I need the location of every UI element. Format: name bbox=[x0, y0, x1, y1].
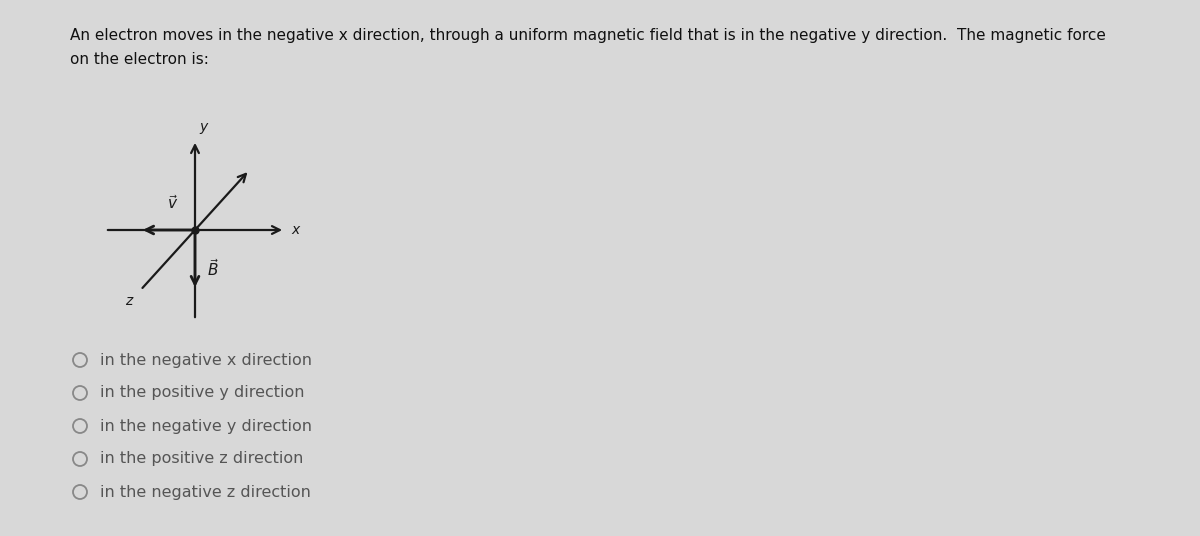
Text: in the positive z direction: in the positive z direction bbox=[100, 451, 304, 466]
Text: x: x bbox=[292, 223, 299, 237]
Text: y: y bbox=[199, 120, 208, 134]
Text: in the negative x direction: in the negative x direction bbox=[100, 353, 312, 368]
Text: on the electron is:: on the electron is: bbox=[70, 52, 209, 67]
Text: in the negative z direction: in the negative z direction bbox=[100, 485, 311, 500]
Text: z: z bbox=[125, 294, 132, 308]
Text: in the positive y direction: in the positive y direction bbox=[100, 385, 305, 400]
Text: in the negative y direction: in the negative y direction bbox=[100, 419, 312, 434]
Text: $\vec{v}$: $\vec{v}$ bbox=[167, 194, 178, 212]
Text: An electron moves in the negative x direction, through a uniform magnetic field : An electron moves in the negative x dire… bbox=[70, 28, 1106, 43]
Text: $\vec{B}$: $\vec{B}$ bbox=[208, 258, 220, 279]
